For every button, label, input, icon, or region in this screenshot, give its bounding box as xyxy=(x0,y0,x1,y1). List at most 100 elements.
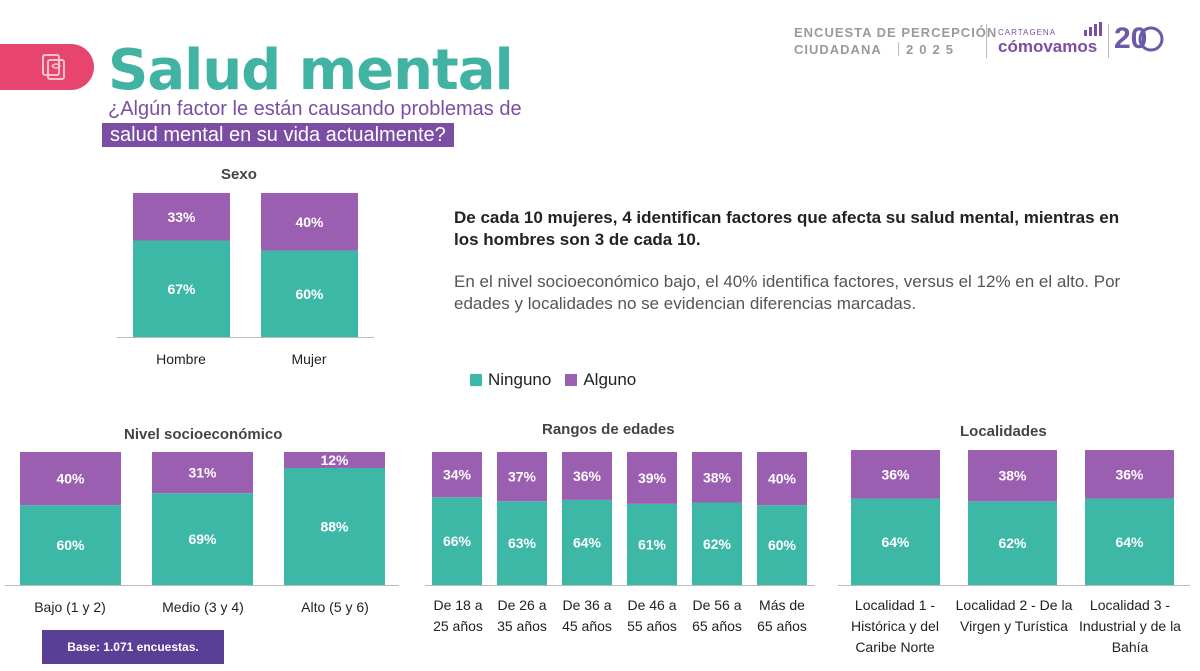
data-label: 40% xyxy=(768,471,797,487)
data-label: 62% xyxy=(703,536,732,552)
anniversary-logo: 20 xyxy=(1114,22,1148,55)
survey-label-2: CIUDADANA xyxy=(794,42,882,57)
bar-segment-alguno xyxy=(968,450,1057,502)
bar-segment-alguno xyxy=(152,452,253,494)
survey-label: ENCUESTA DE PERCEPCIÓN xyxy=(794,25,998,40)
data-label: 66% xyxy=(443,533,472,549)
bar-segment-ninguno xyxy=(432,497,482,585)
chart-title-sexo: Sexo xyxy=(221,166,257,183)
data-label: 36% xyxy=(1115,466,1144,482)
data-label: 62% xyxy=(998,535,1027,551)
data-label: 36% xyxy=(573,468,602,484)
data-label: 64% xyxy=(881,534,910,550)
axis-line xyxy=(838,585,1190,586)
category-label: Bajo (1 y 2) xyxy=(34,599,106,615)
chart-title-localidades: Localidades xyxy=(960,423,1047,440)
bar-segment-alguno xyxy=(284,452,385,468)
divider xyxy=(1108,24,1109,58)
base-note: Base: 1.071 encuestas. xyxy=(42,630,224,664)
legend: Ninguno Alguno xyxy=(470,370,650,390)
bar-segment-alguno xyxy=(20,452,121,506)
data-label: 64% xyxy=(1115,534,1144,550)
legend-swatch xyxy=(565,374,578,386)
bar-segment-alguno xyxy=(627,452,677,504)
data-label: 36% xyxy=(881,466,910,482)
axis-line xyxy=(5,585,399,586)
bar-segment-ninguno xyxy=(284,467,385,585)
axis-line xyxy=(117,337,374,338)
category-label: De 56 a 65 años xyxy=(692,597,742,634)
anniversary-ring-icon xyxy=(1138,26,1164,52)
bar-segment-alguno xyxy=(692,452,742,503)
data-label: 40% xyxy=(56,471,85,487)
bar-segment-ninguno xyxy=(757,505,807,585)
bar-segment-ninguno xyxy=(1085,498,1174,585)
category-label: Alto (5 y 6) xyxy=(301,599,369,615)
question-line-2: salud mental en su vida actualmente? xyxy=(102,123,454,147)
insight-highlight: De cada 10 mujeres, 4 identifican factor… xyxy=(454,208,1120,249)
bar-segment-ninguno xyxy=(968,501,1057,585)
bar-segment-alguno xyxy=(432,452,482,498)
bar-segment-ninguno xyxy=(627,503,677,585)
divider xyxy=(898,42,899,56)
data-label: 31% xyxy=(188,465,217,481)
data-label: 63% xyxy=(508,535,537,551)
chart-title-edades: Rangos de edades xyxy=(542,421,675,438)
bar-segment-ninguno xyxy=(851,498,940,585)
data-label: 67% xyxy=(167,281,196,297)
data-label: 39% xyxy=(638,470,667,486)
category-label: De 18 a 25 años xyxy=(433,597,483,634)
category-label: Más de 65 años xyxy=(757,597,807,634)
category-label: Localidad 3 - Industrial y de la Bahía xyxy=(1079,597,1181,655)
data-label: 38% xyxy=(703,469,732,485)
data-label: 33% xyxy=(167,209,196,225)
bar-segment-alguno xyxy=(1085,450,1174,499)
category-label: De 26 a 35 años xyxy=(497,597,547,634)
title-pill xyxy=(0,44,94,90)
brand-city: CARTAGENA xyxy=(998,28,1057,37)
bar-segment-ninguno xyxy=(692,502,742,585)
legend-item-ninguno: Ninguno xyxy=(470,370,551,390)
category-label: De 36 a 45 años xyxy=(562,597,612,634)
page-title: Salud mental xyxy=(108,38,514,103)
bar-segment-ninguno xyxy=(497,501,547,585)
bar-segment-alguno xyxy=(851,450,940,499)
category-label: Mujer xyxy=(291,351,327,367)
category-label: Medio (3 y 4) xyxy=(162,599,244,615)
bar-segment-ninguno xyxy=(20,505,121,585)
data-label: 60% xyxy=(295,286,324,302)
data-label: 12% xyxy=(320,452,349,468)
bar-segment-alguno xyxy=(133,193,230,241)
survey-year: 2025 xyxy=(906,42,959,57)
bar-segment-alguno xyxy=(757,452,807,506)
bar-segment-ninguno xyxy=(261,250,358,337)
data-label: 38% xyxy=(998,468,1027,484)
data-label: 69% xyxy=(188,531,217,547)
category-label: Localidad 1 - Histórica y del Caribe Nor… xyxy=(851,597,939,655)
bar-segment-alguno xyxy=(562,452,612,500)
brain-document-icon xyxy=(42,54,65,80)
category-label: Hombre xyxy=(156,351,206,367)
brand-logo: cómovamos xyxy=(998,37,1098,56)
category-label: De 46 a 55 años xyxy=(627,597,677,634)
chart-title-nivel: Nivel socioeconómico xyxy=(124,426,283,443)
data-label: 64% xyxy=(573,534,602,550)
bar-segment-ninguno xyxy=(562,499,612,585)
legend-label: Alguno xyxy=(583,370,637,389)
data-label: 40% xyxy=(295,214,324,230)
bar-segment-ninguno xyxy=(152,493,253,585)
bars-icon xyxy=(1084,22,1102,36)
insight-text: En el nivel socioeconómico bajo, el 40% … xyxy=(454,272,1121,313)
data-label: 88% xyxy=(320,518,349,534)
category-label: Localidad 2 - De la Virgen y Turística xyxy=(955,597,1073,634)
legend-item-alguno: Alguno xyxy=(565,370,636,390)
bar-segment-alguno xyxy=(261,193,358,251)
legend-label: Ninguno xyxy=(488,370,552,389)
data-label: 60% xyxy=(768,537,797,553)
data-label: 34% xyxy=(443,467,472,483)
bar-segment-alguno xyxy=(497,452,547,502)
legend-swatch xyxy=(470,374,482,386)
data-label: 60% xyxy=(56,537,85,553)
question-line-1: ¿Algún factor le están causando problema… xyxy=(108,98,522,120)
